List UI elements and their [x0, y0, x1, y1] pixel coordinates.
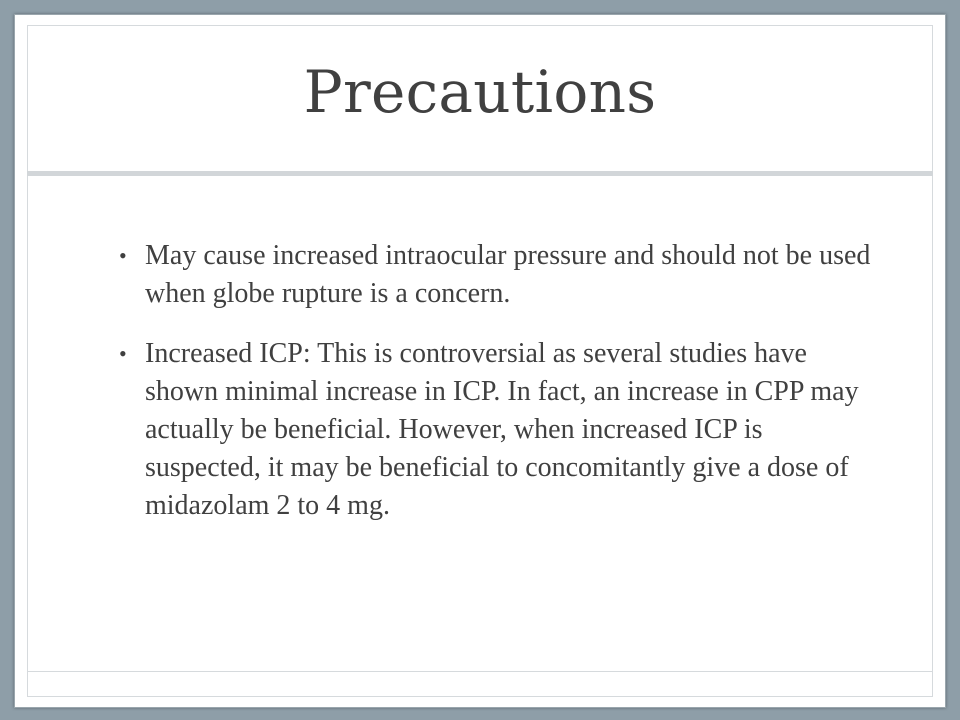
bullet-item: • Increased ICP: This is controversial a…: [105, 335, 875, 525]
bullet-text: Increased ICP: This is controversial as …: [145, 338, 859, 521]
bullet-item: • May cause increased intraocular pressu…: [105, 237, 875, 313]
slide-inner-border: [27, 25, 933, 697]
bullet-icon: •: [119, 243, 127, 268]
slide-title: Precautions: [303, 58, 657, 126]
title-divider: [27, 171, 933, 176]
bullet-list: • May cause increased intraocular pressu…: [105, 237, 875, 547]
footer-divider: [27, 671, 933, 672]
bullet-text: May cause increased intraocular pressure…: [145, 240, 871, 309]
bullet-icon: •: [119, 341, 127, 366]
slide: Precautions • May cause increased intrao…: [14, 14, 946, 708]
